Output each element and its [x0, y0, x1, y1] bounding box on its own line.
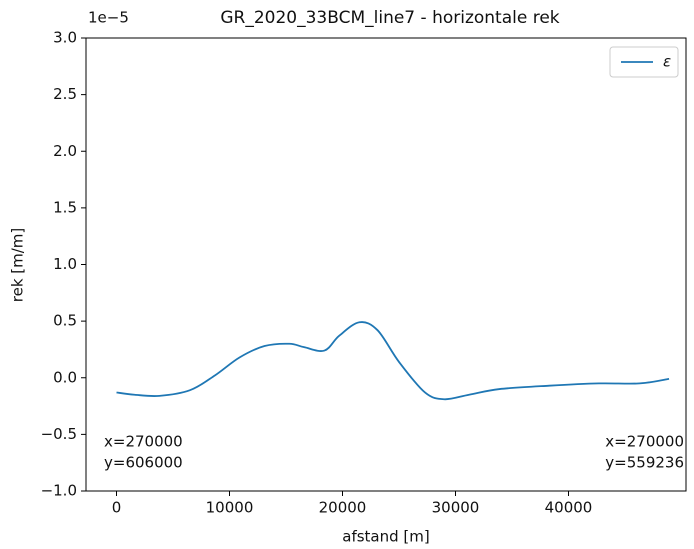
plot-frame — [85, 37, 687, 492]
series-line — [116, 321, 670, 401]
legend-label: ε — [663, 53, 671, 71]
y-axis-label: rek [m/m] — [9, 228, 27, 303]
y-tick-label: −1.0 — [41, 482, 77, 500]
y-tick-label: 1.5 — [53, 198, 77, 216]
x-tick-label: 0 — [112, 499, 122, 517]
annotation: y=606000 — [104, 454, 183, 472]
x-tick-label: 20000 — [319, 499, 367, 517]
y-offset-label: 1e−5 — [88, 9, 129, 27]
chart-title: GR_2020_33BCM_line7 - horizontale rek — [220, 8, 559, 28]
y-tick-label: 1.0 — [53, 255, 77, 273]
y-tick-label: 0.0 — [53, 368, 77, 386]
y-tick-label: −0.5 — [41, 425, 77, 443]
x-tick-label: 40000 — [545, 499, 593, 517]
annotation: x=270000 — [104, 433, 183, 451]
annotation: y=559236 — [605, 454, 684, 472]
y-tick-label: 3.0 — [53, 29, 77, 47]
annotation: x=270000 — [605, 433, 684, 451]
x-axis-label: afstand [m] — [342, 528, 429, 546]
y-tick-label: 2.5 — [53, 85, 77, 103]
y-tick-label: 2.0 — [53, 142, 77, 160]
y-tick-label: 0.5 — [53, 312, 77, 330]
x-tick-label: 30000 — [432, 499, 480, 517]
x-tick-label: 10000 — [206, 499, 254, 517]
